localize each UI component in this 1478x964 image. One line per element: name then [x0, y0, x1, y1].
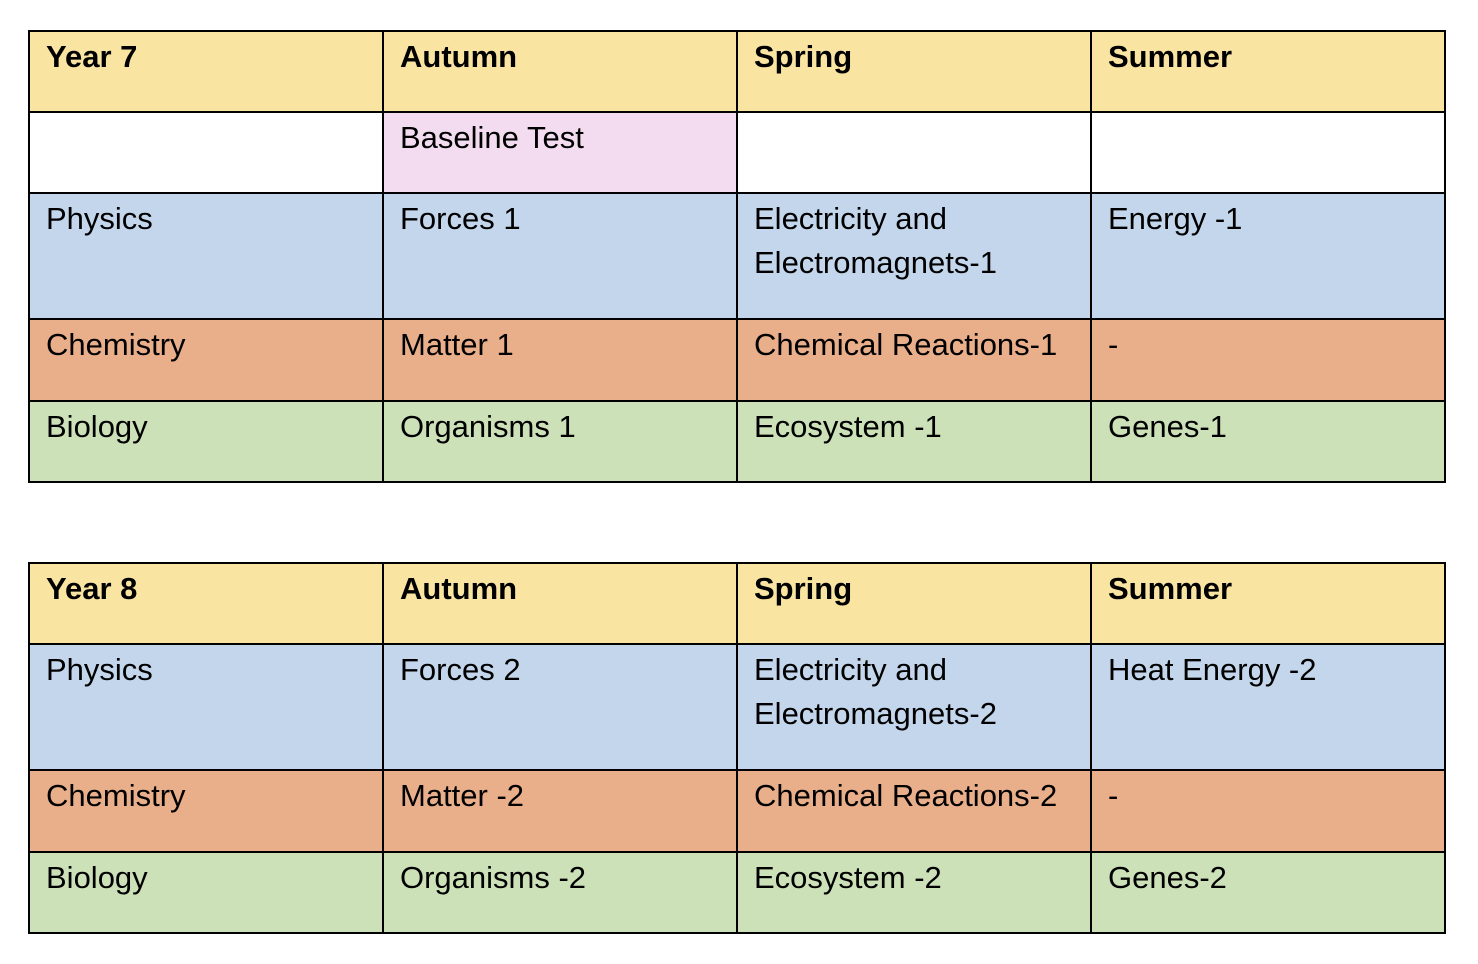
table-cell: Electricity and Electromagnets-2 [736, 643, 1092, 771]
physics-row: Physics Forces 2 Electricity and Electro… [28, 643, 1446, 771]
table-cell: - [1090, 318, 1446, 402]
table-cell [1090, 111, 1446, 194]
table-cell: Chemical Reactions-1 [736, 318, 1092, 402]
year8-table: Year 8 Autumn Spring Summer Physics Forc… [28, 562, 1446, 934]
table-cell: Matter -2 [382, 769, 738, 853]
table-cell [736, 111, 1092, 194]
subject-label-physics: Physics [28, 192, 384, 320]
baseline-row: Baseline Test [28, 111, 1446, 194]
year7-table: Year 7 Autumn Spring Summer Baseline Tes… [28, 30, 1446, 483]
column-header-autumn: Autumn [382, 562, 738, 645]
table-cell: Heat Energy -2 [1090, 643, 1446, 771]
table-cell: Chemical Reactions-2 [736, 769, 1092, 853]
column-header-summer: Summer [1090, 562, 1446, 645]
table-cell: Matter 1 [382, 318, 738, 402]
subject-label-biology: Biology [28, 400, 384, 483]
year-label: Year 7 [28, 30, 384, 113]
table-cell: Genes-2 [1090, 851, 1446, 934]
physics-row: Physics Forces 1 Electricity and Electro… [28, 192, 1446, 320]
table-cell: Genes-1 [1090, 400, 1446, 483]
chemistry-row: Chemistry Matter 1 Chemical Reactions-1 … [28, 318, 1446, 402]
table-cell: Ecosystem -2 [736, 851, 1092, 934]
table-cell: Energy -1 [1090, 192, 1446, 320]
table-cell: Forces 2 [382, 643, 738, 771]
column-header-autumn: Autumn [382, 30, 738, 113]
subject-label-physics: Physics [28, 643, 384, 771]
table-cell [28, 111, 384, 194]
subject-label-chemistry: Chemistry [28, 769, 384, 853]
table-cell: Ecosystem -1 [736, 400, 1092, 483]
biology-row: Biology Organisms -2 Ecosystem -2 Genes-… [28, 851, 1446, 934]
table-cell: - [1090, 769, 1446, 853]
subject-label-biology: Biology [28, 851, 384, 934]
table-cell: Forces 1 [382, 192, 738, 320]
subject-label-chemistry: Chemistry [28, 318, 384, 402]
column-header-summer: Summer [1090, 30, 1446, 113]
year-label: Year 8 [28, 562, 384, 645]
column-header-spring: Spring [736, 562, 1092, 645]
column-header-spring: Spring [736, 30, 1092, 113]
chemistry-row: Chemistry Matter -2 Chemical Reactions-2… [28, 769, 1446, 853]
table-header-row: Year 7 Autumn Spring Summer [28, 30, 1446, 113]
table-cell: Electricity and Electromagnets-1 [736, 192, 1092, 320]
table-header-row: Year 8 Autumn Spring Summer [28, 562, 1446, 645]
table-cell: Organisms -2 [382, 851, 738, 934]
baseline-test-cell: Baseline Test [382, 111, 738, 194]
table-cell: Organisms 1 [382, 400, 738, 483]
biology-row: Biology Organisms 1 Ecosystem -1 Genes-1 [28, 400, 1446, 483]
